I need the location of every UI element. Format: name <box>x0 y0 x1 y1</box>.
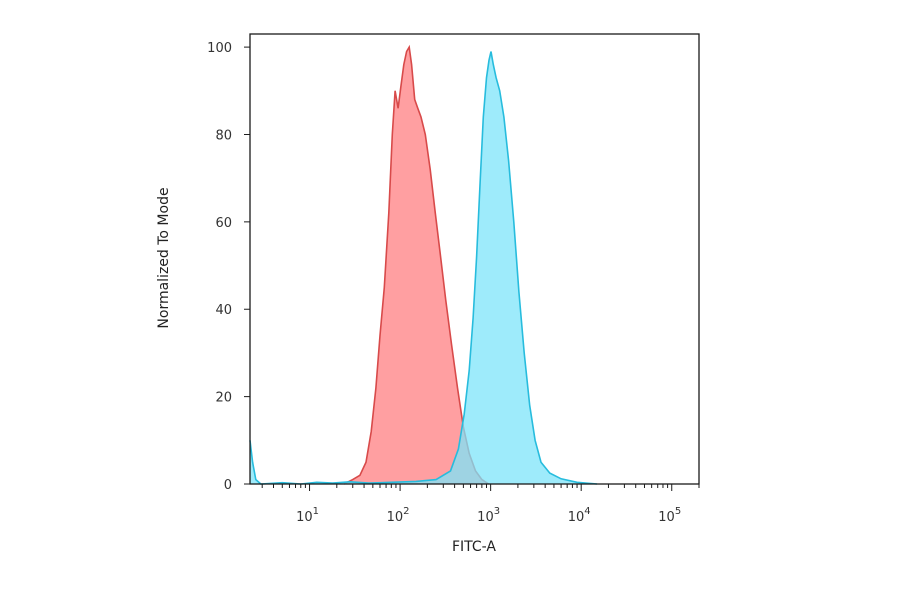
x-axis-title: FITC-A <box>452 539 496 555</box>
x-tick-label: 104 <box>568 506 591 525</box>
plot-frame <box>249 33 700 485</box>
y-tick-label: 20 <box>215 391 232 406</box>
x-tick-label: 105 <box>658 506 681 525</box>
y-tick-label: 80 <box>215 128 232 143</box>
series-1-area <box>250 51 598 484</box>
y-axis-title: Normalized To Mode <box>156 187 172 328</box>
y-tick-label: 60 <box>215 216 232 231</box>
x-tick-label: 102 <box>387 506 410 525</box>
series-layer <box>249 44 598 485</box>
y-axis: 0 20 40 60 80 100 <box>207 41 250 493</box>
x-tick-label: 101 <box>296 506 319 525</box>
series-0-area <box>344 47 489 484</box>
series-0-line <box>343 44 490 485</box>
x-axis: 101 102 103 104 105 <box>261 484 700 525</box>
y-tick-label: 0 <box>224 478 232 493</box>
series-1-line <box>249 51 598 485</box>
x-tick-label: 103 <box>477 506 500 525</box>
y-tick-label: 100 <box>207 41 232 56</box>
y-tick-label: 40 <box>215 303 232 318</box>
